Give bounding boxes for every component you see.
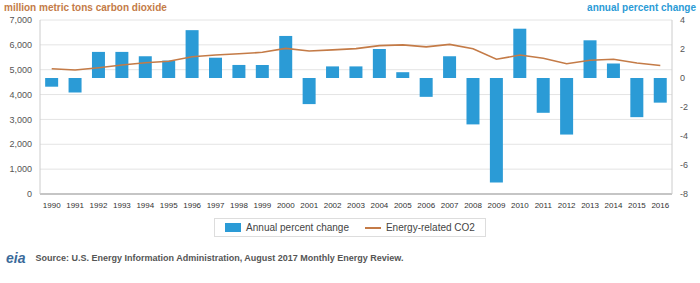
- svg-text:1995: 1995: [160, 201, 178, 210]
- svg-text:1991: 1991: [66, 201, 84, 210]
- svg-text:2001: 2001: [300, 201, 318, 210]
- html-text:eia: eia: [6, 250, 26, 266]
- svg-text:1990: 1990: [43, 201, 61, 210]
- svg-text:2003: 2003: [347, 201, 365, 210]
- svg-text:0: 0: [680, 73, 685, 83]
- svg-text:2007: 2007: [441, 201, 459, 210]
- svg-text:-4: -4: [680, 131, 688, 141]
- svg-text:2014: 2014: [605, 201, 623, 210]
- svg-text:1,000: 1,000: [9, 164, 32, 174]
- html-text:Energy-related CO2: Energy-related CO2: [386, 222, 475, 233]
- svg-text:0: 0: [27, 189, 32, 199]
- svg-text:4,000: 4,000: [9, 90, 32, 100]
- svg-text:3,000: 3,000: [9, 115, 32, 125]
- html-text:annual percent change: annual percent change: [587, 2, 696, 13]
- svg-text:5,000: 5,000: [9, 65, 32, 75]
- svg-text:2016: 2016: [651, 201, 669, 210]
- html-text:Annual percent change: Annual percent change: [246, 222, 349, 233]
- svg-text:-8: -8: [680, 189, 688, 199]
- svg-text:1996: 1996: [183, 201, 201, 210]
- svg-text:4: 4: [680, 15, 685, 25]
- svg-text:2013: 2013: [581, 201, 599, 210]
- svg-text:1994: 1994: [136, 201, 154, 210]
- svg-text:2002: 2002: [324, 201, 342, 210]
- svg-text:2004: 2004: [371, 201, 389, 210]
- svg-text:2009: 2009: [488, 201, 506, 210]
- svg-text:2,000: 2,000: [9, 139, 32, 149]
- svg-text:2005: 2005: [394, 201, 412, 210]
- html-text:Source: U.S. Energy Informatio: Source: U.S. Energy Information Administ…: [35, 253, 404, 263]
- svg-text:2010: 2010: [511, 201, 529, 210]
- svg-text:2012: 2012: [558, 201, 576, 210]
- svg-text:1993: 1993: [113, 201, 131, 210]
- svg-text:2: 2: [680, 44, 685, 54]
- svg-text:6,000: 6,000: [9, 40, 32, 50]
- svg-text:-2: -2: [680, 102, 688, 112]
- svg-text:2011: 2011: [535, 201, 553, 210]
- html-text:million metric tons carbon dio: million metric tons carbon dioxide: [4, 2, 167, 13]
- svg-text:2000: 2000: [277, 201, 295, 210]
- svg-text:7,000: 7,000: [9, 15, 32, 25]
- svg-text:1999: 1999: [253, 201, 271, 210]
- svg-text:1998: 1998: [230, 201, 248, 210]
- svg-text:2006: 2006: [417, 201, 435, 210]
- svg-text:-6: -6: [680, 160, 688, 170]
- svg-text:2015: 2015: [628, 201, 646, 210]
- svg-text:1992: 1992: [90, 201, 108, 210]
- svg-text:1997: 1997: [207, 201, 225, 210]
- svg-text:2008: 2008: [464, 201, 482, 210]
